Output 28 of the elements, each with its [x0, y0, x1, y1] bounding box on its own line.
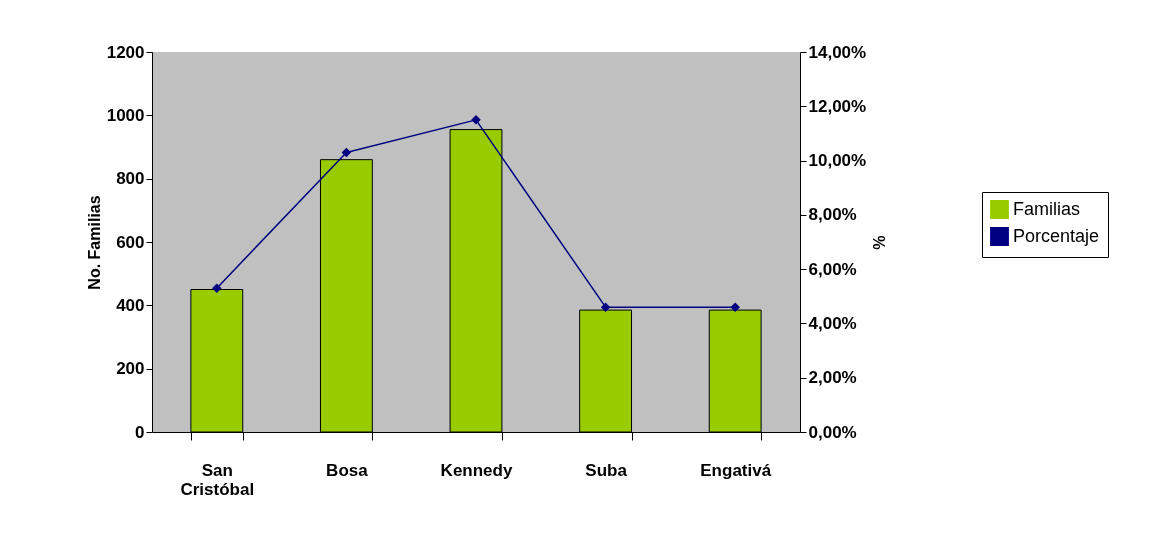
y-tick-label: 1000	[106, 105, 145, 125]
point	[212, 283, 222, 293]
y-tick-label: 1200	[106, 42, 145, 62]
y-tick-label: 400	[116, 295, 145, 315]
y2-tick-label: 0,00%	[808, 422, 857, 442]
legend-label: Familias	[1013, 198, 1081, 219]
x-tick-label: Bosa	[326, 460, 369, 480]
y2-tick-label: 2,00%	[808, 368, 857, 388]
x-tick-label: Kennedy	[440, 460, 513, 480]
y2-tick-label: 12,00%	[808, 96, 867, 116]
y2-axis-title: %	[870, 235, 888, 250]
y-tick-label: 200	[116, 359, 145, 379]
y-tick-label: 0	[135, 422, 145, 442]
y2-tick-label: 4,00%	[808, 313, 857, 333]
point	[600, 302, 611, 312]
y-axis-title: No. Familias	[85, 195, 103, 290]
y2-tick-label: 6,00%	[808, 259, 857, 279]
x-tick-label: Engativá	[700, 460, 772, 480]
y-tick-label: 600	[116, 232, 145, 252]
x-tick-label: San Cristóbal	[180, 460, 255, 499]
point	[341, 147, 352, 158]
y-tick-label: 800	[116, 169, 145, 189]
y2-tick-label: 10,00%	[808, 151, 867, 171]
x-tick-label: Suba	[585, 460, 628, 480]
legend-label: Porcentaje	[1013, 225, 1100, 246]
point	[730, 302, 740, 312]
y2-tick-label: 14,00%	[808, 42, 867, 62]
y2-tick-label: 8,00%	[808, 205, 857, 225]
